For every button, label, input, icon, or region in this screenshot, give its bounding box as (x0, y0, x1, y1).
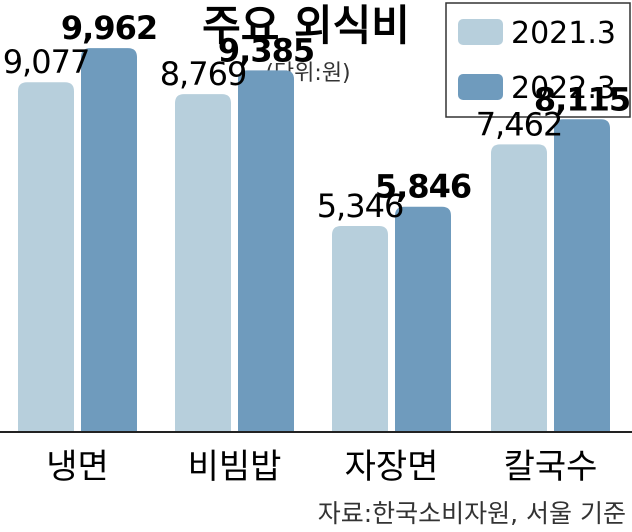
category-label-3: 칼국수 (504, 447, 598, 487)
legend-swatch-2022 (458, 74, 503, 100)
source-note: 자료:한국소비자원, 서울 기준 (318, 499, 626, 528)
bar-2022-0 (81, 48, 137, 432)
bar-2021-2 (332, 225, 388, 432)
bar-2021-1 (175, 94, 231, 432)
chart-title: 주요 외식비 (202, 1, 410, 50)
value-label-2022-3: 8,115 (534, 80, 630, 118)
bar-2022-1 (238, 70, 294, 432)
bar-2022-2 (395, 206, 451, 432)
value-label-2022-1: 9,385 (218, 31, 314, 69)
category-label-2: 자장면 (345, 447, 439, 487)
bars-group (18, 48, 610, 432)
category-label-1: 비빔밥 (188, 447, 282, 487)
legend-label-2021: 2021.3 (511, 16, 616, 51)
bar-2021-3 (491, 144, 547, 432)
legend-swatch-2021 (458, 19, 503, 45)
legend-label-2022: 2022.3 (511, 71, 616, 106)
bar-2022-3 (554, 119, 610, 432)
value-label-2021-3: 7,462 (476, 105, 563, 143)
value-label-2021-2: 5,346 (317, 187, 404, 225)
bar-2021-0 (18, 82, 74, 432)
category-label-0: 냉면 (46, 447, 109, 487)
legend: 2021.3 2022.3 (445, 2, 631, 118)
value-label-2022-0: 9,962 (61, 9, 157, 47)
category-labels-group: 냉면 비빔밥 자장면 칼국수 (46, 447, 597, 487)
value-label-2022-2: 5,846 (375, 168, 471, 206)
value-label-2021-0: 9,077 (3, 43, 90, 81)
value-label-2021-1: 8,769 (160, 55, 247, 93)
